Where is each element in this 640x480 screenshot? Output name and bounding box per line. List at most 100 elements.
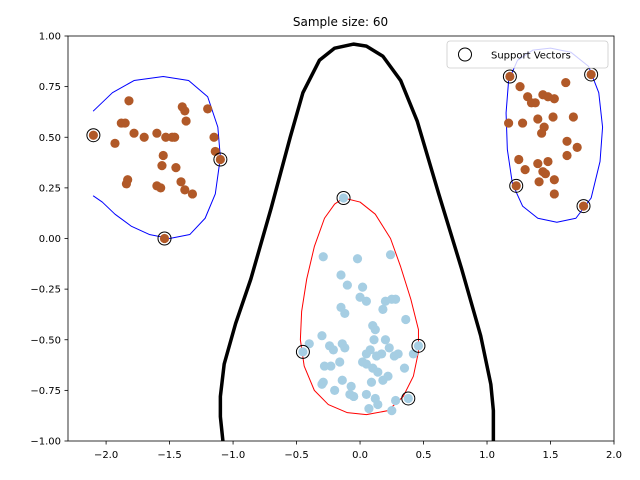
blue-class-point — [361, 389, 371, 400]
blue-class-point — [338, 193, 349, 203]
y-tick-label: −0.75 — [30, 386, 61, 397]
x-tick-label: −1.5 — [157, 450, 181, 461]
y-axis: −1.00 −0.75 −0.50 −0.25 0.00 0.25 0.50 0.75 1.00 — [30, 32, 68, 448]
blue-class-point — [403, 393, 413, 404]
brown-class-point — [181, 116, 191, 126]
y-tick-label: 1.00 — [39, 32, 61, 43]
blue-class-point — [298, 347, 308, 357]
brown-class-point — [505, 71, 515, 82]
x-tick-label: −1.0 — [221, 450, 245, 461]
blue-class-point — [326, 361, 336, 371]
legend-label: Support Vectors — [491, 51, 571, 62]
brown-class-point — [171, 163, 181, 173]
support-vector-marker — [336, 191, 351, 205]
blue-class-point — [373, 367, 383, 377]
brown-class-point — [504, 118, 514, 128]
brown-class-point — [209, 132, 219, 142]
blue-class-point — [370, 325, 380, 335]
brown-class-point — [157, 161, 167, 171]
legend-support-vector-icon — [458, 47, 472, 62]
outer-decision-boundary — [218, 42, 496, 441]
blue-class-point — [340, 308, 350, 319]
x-tick-label: −2.0 — [94, 450, 118, 461]
brown-class-point — [129, 128, 139, 138]
brown-class-point — [578, 201, 589, 211]
brown-class-point — [156, 183, 166, 193]
brown-class-point — [572, 142, 582, 152]
blue-class-point — [352, 254, 363, 264]
x-tick-label: 1.5 — [543, 450, 559, 461]
blue-class-point — [357, 282, 368, 292]
x-tick-label: −0.5 — [284, 450, 308, 461]
blue-class-point — [384, 343, 394, 353]
blue-class-point — [391, 294, 401, 304]
blue-class-point — [401, 314, 411, 325]
support-vector-marker — [157, 231, 172, 246]
support-vector-marker — [509, 178, 524, 193]
blue-class-point — [342, 280, 352, 290]
brown-class-point — [549, 94, 559, 104]
support-vector-marker — [86, 128, 101, 143]
brown-class-point — [562, 136, 572, 146]
blue-class-point — [346, 381, 356, 391]
x-tick-label: 2.0 — [606, 450, 622, 461]
y-tick-label: −0.50 — [30, 335, 61, 346]
brown-class-point — [534, 177, 544, 187]
brown-class-point — [561, 77, 571, 88]
legend: Support Vectors — [446, 40, 609, 69]
brown-class-point — [511, 181, 521, 191]
blue-class-point — [328, 345, 338, 355]
blue-class-point — [349, 391, 359, 402]
center-cluster-boundary — [299, 197, 419, 416]
blue-class-point — [378, 375, 388, 385]
brown-class-point — [152, 128, 162, 138]
brown-class-point — [88, 130, 98, 140]
support-vector-marker — [576, 199, 591, 214]
y-tick-label: −0.25 — [30, 285, 61, 296]
brown-class-point — [170, 132, 180, 142]
blue-class-point — [317, 331, 327, 341]
brown-class-point — [537, 128, 547, 138]
blue-class-point — [413, 341, 424, 351]
brown-class-point — [530, 98, 540, 108]
blue-class-point — [336, 270, 346, 280]
x-tick-label: 1.0 — [479, 450, 495, 461]
blue-class-point — [361, 296, 371, 306]
decision-contours — [92, 42, 604, 441]
brown-class-point — [124, 96, 134, 106]
blue-class-point — [393, 349, 403, 359]
brown-class-point — [161, 132, 171, 142]
x-tick-label: 0.0 — [352, 450, 368, 461]
brown-class-point — [176, 177, 186, 187]
chart-title: Sample size: 60 — [293, 15, 388, 29]
brown-class-point — [515, 82, 525, 92]
blue-class-point — [391, 395, 401, 406]
blue-class-point — [319, 361, 330, 371]
brown-class-point — [514, 154, 524, 165]
brown-class-point — [180, 106, 190, 116]
brown-class-point — [533, 158, 543, 169]
brown-class-point — [215, 154, 225, 165]
brown-class-point — [540, 169, 551, 179]
brown-class-point — [120, 118, 130, 128]
blue-class-point — [304, 339, 314, 349]
left-cluster-boundary — [92, 76, 221, 239]
blue-class-point — [340, 343, 350, 353]
support-vector-markers — [86, 67, 599, 406]
brown-class-point — [562, 150, 572, 161]
brown-class-point — [110, 138, 120, 148]
blue-class-point — [335, 357, 345, 367]
brown-class-point — [533, 114, 543, 124]
blue-class-point — [399, 363, 410, 373]
support-vector-marker — [502, 69, 517, 84]
data-points — [88, 69, 596, 416]
brown-class-point — [210, 146, 220, 157]
brown-class-point — [203, 104, 213, 114]
blue-class-point — [365, 345, 375, 355]
blue-class-point — [408, 349, 418, 359]
x-axis: −2.0 −1.5 −1.0 −0.5 0.0 0.5 1.0 1.5 2.0 — [94, 441, 622, 461]
y-tick-label: 0.00 — [39, 234, 61, 245]
support-vector-marker — [295, 344, 310, 359]
